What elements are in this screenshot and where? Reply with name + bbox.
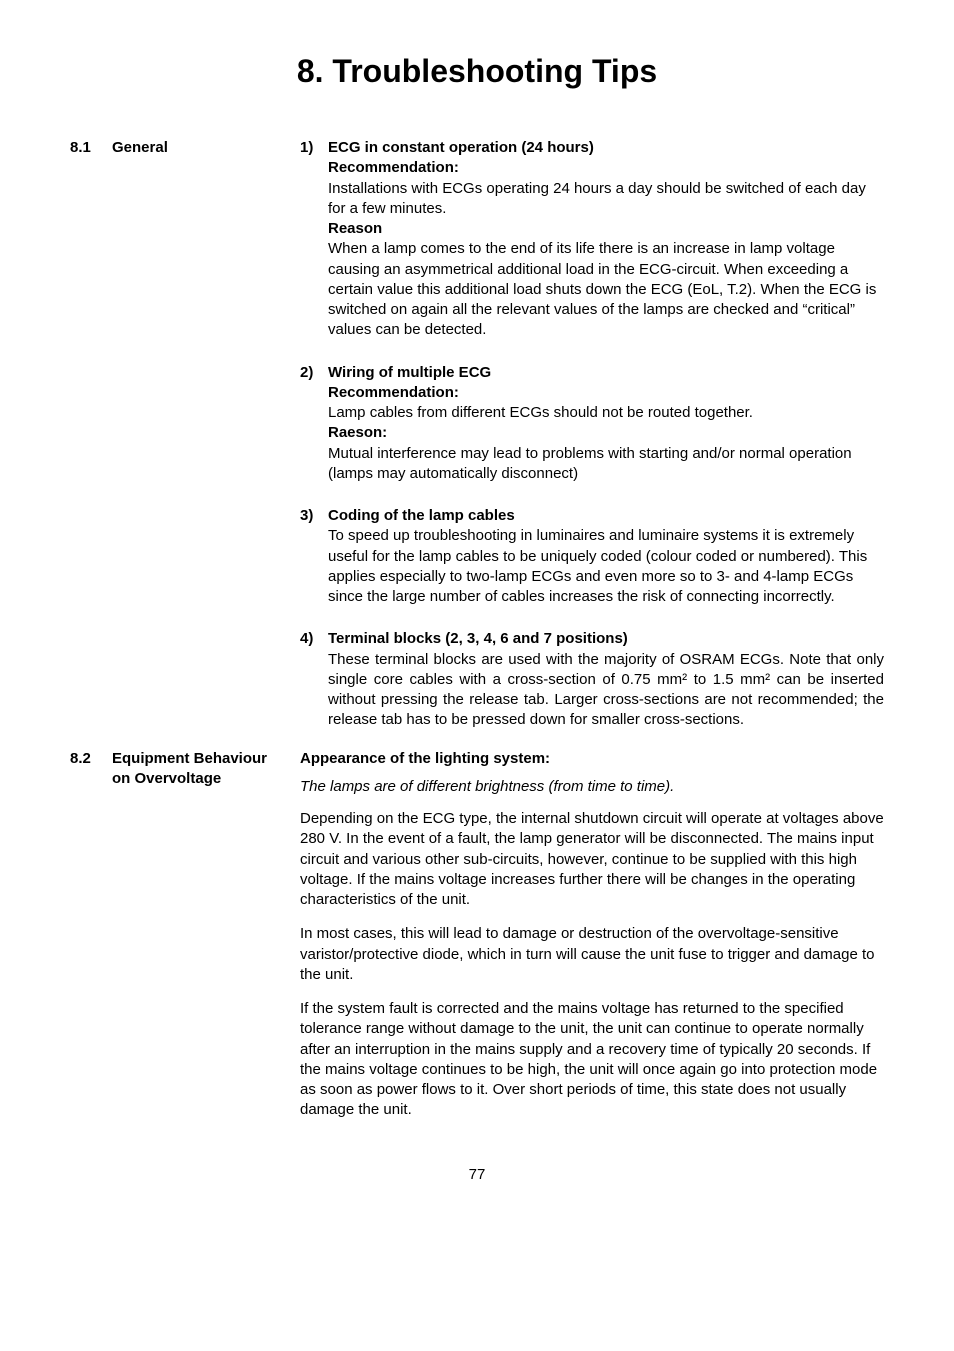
item-heading: Coding of the lamp cables [328,506,884,526]
section-8-2-side: 8.2 Equipment Behaviour on Overvoltage [70,749,300,790]
section-8-1-side: 8.1 General [70,138,300,158]
paragraph: In most cases, this will lead to damage … [300,924,884,985]
appearance-text: The lamps are of different brightness (f… [300,777,884,797]
reason-text: Mutual interference may lead to problems… [328,444,884,485]
section-title-line-2: on Overvoltage [112,770,221,787]
item-body: Coding of the lamp cables To speed up tr… [328,506,884,607]
item-heading: ECG in constant operation (24 hours) [328,138,884,158]
item-text: To speed up troubleshooting in luminaire… [328,526,884,607]
item-body: Terminal blocks (2, 3, 4, 6 and 7 positi… [328,629,884,730]
item-number: 2) [300,363,328,485]
paragraph: If the system fault is corrected and the… [300,999,884,1121]
paragraph: Depending on the ECG type, the internal … [300,809,884,910]
recommendation-text: Installations with ECGs operating 24 hou… [328,179,884,220]
recommendation-text: Lamp cables from different ECGs should n… [328,403,884,423]
chapter-title: 8. Troubleshooting Tips [70,50,884,93]
item-number: 1) [300,138,328,341]
section-8-1-main: 1) ECG in constant operation (24 hours) … [300,138,884,741]
section-8-2: 8.2 Equipment Behaviour on Overvoltage A… [70,749,884,1135]
item-3: 3) Coding of the lamp cables To speed up… [300,506,884,607]
item-body: Wiring of multiple ECG Recommendation: L… [328,363,884,485]
item-heading: Terminal blocks (2, 3, 4, 6 and 7 positi… [328,629,884,649]
item-4: 4) Terminal blocks (2, 3, 4, 6 and 7 pos… [300,629,884,730]
recommendation-label: Recommendation: [328,383,884,403]
item-body: ECG in constant operation (24 hours) Rec… [328,138,884,341]
reason-label: Raeson: [328,423,884,443]
section-title: Equipment Behaviour on Overvoltage [112,749,267,790]
reason-label: Reason [328,219,884,239]
page: 8. Troubleshooting Tips 8.1 General 1) E… [0,0,954,1215]
page-number: 77 [70,1165,884,1185]
appearance-label: Appearance of the lighting system: [300,749,884,769]
item-text: These terminal blocks are used with the … [328,650,884,731]
item-1: 1) ECG in constant operation (24 hours) … [300,138,884,341]
item-number: 3) [300,506,328,607]
reason-text: When a lamp comes to the end of its life… [328,239,884,340]
section-8-2-main: Appearance of the lighting system: The l… [300,749,884,1135]
item-number: 4) [300,629,328,730]
section-title: General [112,138,168,158]
item-2: 2) Wiring of multiple ECG Recommendation… [300,363,884,485]
item-heading: Wiring of multiple ECG [328,363,884,383]
section-title-line-1: Equipment Behaviour [112,750,267,767]
section-num: 8.2 [70,749,112,790]
section-8-1: 8.1 General 1) ECG in constant operation… [70,138,884,741]
section-num: 8.1 [70,138,112,158]
recommendation-label: Recommendation: [328,158,884,178]
